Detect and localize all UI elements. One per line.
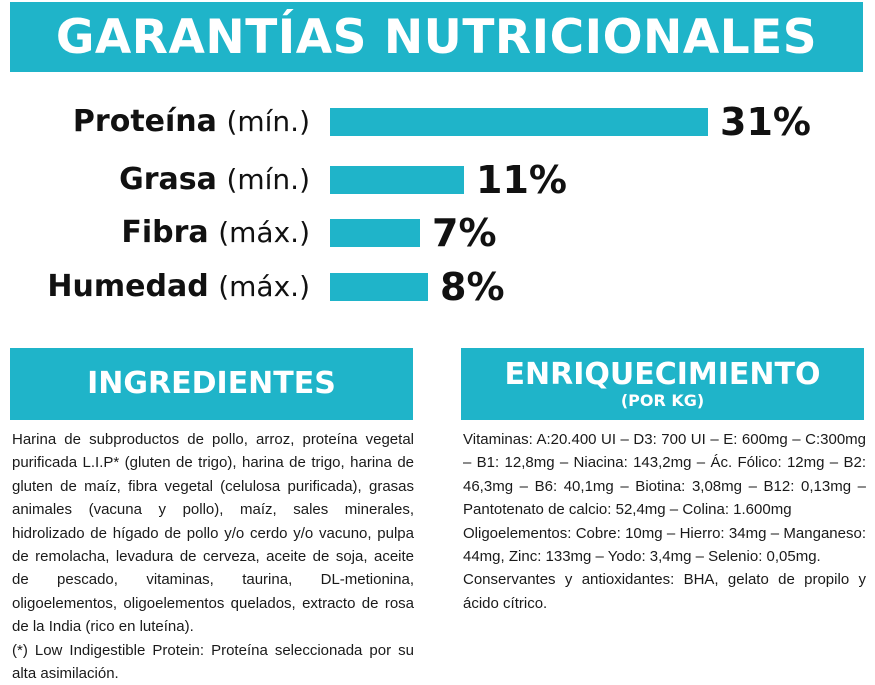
ingredients-title: INGREDIENTES bbox=[87, 366, 336, 401]
nutrient-value: 7% bbox=[432, 211, 497, 255]
trace-elements-text: Oligoelementos: Cobre: 10mg – Hierro: 34… bbox=[463, 524, 866, 566]
nutrient-label: Humedad (máx.) bbox=[47, 267, 310, 307]
nutrient-label: Fibra (máx.) bbox=[121, 213, 310, 253]
nutrient-label: Grasa (mín.) bbox=[119, 160, 310, 200]
nutrient-row-fat: Grasa (mín.) 11% bbox=[0, 160, 875, 200]
vitamins-text: Vitaminas: A:20.400 UI – D3: 700 UI – E:… bbox=[463, 431, 866, 519]
nutrient-bar bbox=[330, 219, 420, 247]
nutrient-name: Fibra bbox=[121, 215, 209, 250]
nutrient-bar bbox=[330, 108, 708, 136]
ingredients-column: Harina de subproductos de pollo, arroz, … bbox=[12, 428, 414, 685]
enrichment-column: Vitaminas: A:20.400 UI – D3: 700 UI – E:… bbox=[463, 428, 866, 615]
nutrient-row-moisture: Humedad (máx.) 8% bbox=[0, 267, 875, 307]
nutrient-qualifier: (mín.) bbox=[226, 163, 310, 196]
enrichment-title: ENRIQUECIMIENTO bbox=[504, 357, 821, 392]
ingredients-text: Harina de subproductos de pollo, arroz, … bbox=[12, 431, 414, 636]
nutrient-value: 11% bbox=[476, 158, 567, 202]
nutrient-name: Proteína bbox=[72, 104, 217, 139]
enrichment-header: ENRIQUECIMIENTO (POR KG) bbox=[461, 348, 864, 420]
preservatives-text: Conservantes y antioxidantes: BHA, gelat… bbox=[463, 571, 866, 612]
title-banner: GARANTÍAS NUTRICIONALES bbox=[10, 2, 863, 72]
nutrient-row-protein: Proteína (mín.) 31% bbox=[0, 102, 875, 142]
nutrient-qualifier: (mín.) bbox=[226, 105, 310, 138]
nutrient-label: Proteína (mín.) bbox=[73, 102, 310, 142]
nutrient-qualifier: (máx.) bbox=[218, 216, 310, 249]
nutrient-value: 8% bbox=[440, 265, 505, 309]
page-title: GARANTÍAS NUTRICIONALES bbox=[55, 9, 818, 65]
nutrient-name: Grasa bbox=[119, 162, 217, 197]
nutrient-value: 31% bbox=[720, 100, 811, 144]
nutrient-bar bbox=[330, 273, 428, 301]
nutrient-row-fiber: Fibra (máx.) 7% bbox=[0, 213, 875, 253]
nutrient-name: Humedad bbox=[47, 269, 209, 304]
enrichment-subtitle: (POR KG) bbox=[620, 391, 705, 410]
ingredients-header: INGREDIENTES bbox=[10, 348, 413, 420]
nutrient-bar bbox=[330, 166, 464, 194]
ingredients-note: (*) Low Indigestible Protein: Proteína s… bbox=[12, 641, 414, 683]
nutrient-qualifier: (máx.) bbox=[218, 270, 310, 303]
